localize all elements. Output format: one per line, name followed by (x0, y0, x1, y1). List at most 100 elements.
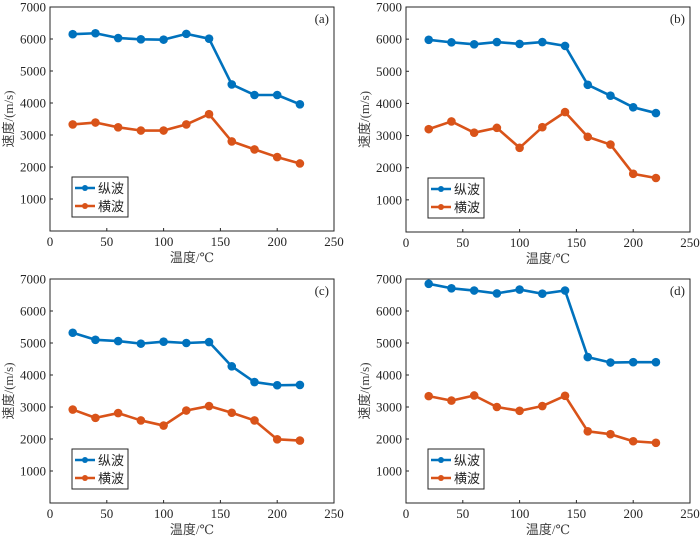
data-point (91, 118, 100, 127)
y-tick-label: 7000 (376, 0, 402, 15)
legend-swatch-marker (82, 185, 88, 191)
data-point (651, 438, 661, 448)
y-tick-label: 5000 (376, 336, 402, 351)
panel-label: (d) (670, 283, 685, 298)
y-tick-label: 7000 (20, 272, 46, 287)
plot-frame (405, 6, 691, 233)
x-tick-label: 250 (680, 235, 700, 250)
x-tick-label: 150 (211, 506, 231, 521)
data-point (606, 358, 615, 367)
data-point (424, 279, 434, 289)
y-tick-label: 3000 (20, 400, 46, 415)
legend-swatch-marker (82, 457, 88, 463)
data-point (113, 408, 123, 418)
data-point (182, 120, 191, 129)
data-point (469, 39, 479, 49)
data-point (204, 337, 214, 347)
data-point (560, 41, 570, 51)
data-point (651, 357, 661, 367)
x-tick-label: 200 (267, 506, 287, 521)
series-longitudinal (424, 279, 661, 367)
data-point (492, 123, 502, 133)
legend-swatch-marker (438, 457, 444, 463)
data-point (68, 29, 78, 39)
chart-panel-c: 0 50 100 150 200 250 1000 2000 3000 4000 5000 6000 7… (1, 272, 344, 537)
data-point (628, 357, 638, 367)
x-tick-label: 150 (211, 234, 231, 249)
x-tick-label: 50 (100, 506, 113, 521)
legend-entry: 横波 (454, 471, 480, 486)
data-point (113, 33, 123, 43)
legend-entry: 横波 (454, 200, 480, 215)
y-tick-label: 6000 (20, 32, 46, 47)
y-tick-label: 5000 (20, 64, 46, 79)
y-tick-label: 2000 (376, 432, 402, 447)
x-tick-label: 0 (47, 234, 54, 249)
data-point (560, 107, 570, 117)
y-tick-label: 4000 (376, 368, 402, 383)
legend-box (427, 448, 485, 490)
x-tick-label: 0 (403, 506, 410, 521)
legend-box (71, 176, 129, 218)
y-tick-label: 5000 (20, 336, 46, 351)
data-point (272, 380, 282, 390)
y-tick-label: 4000 (20, 368, 46, 383)
y-tick-label: 3000 (376, 128, 402, 143)
plot-frame (49, 6, 335, 232)
data-point (295, 436, 305, 445)
y-tick-label: 1000 (376, 464, 402, 479)
series-transverse (424, 391, 661, 448)
data-point (272, 90, 282, 100)
x-tick-label: 50 (100, 234, 113, 249)
data-point (68, 405, 78, 414)
data-point (182, 29, 191, 39)
data-point (250, 145, 259, 154)
data-point (515, 406, 524, 416)
x-axis-label: 温度/℃ (170, 522, 214, 537)
data-point (628, 102, 638, 112)
y-tick-label: 1000 (376, 192, 402, 207)
data-point (538, 401, 547, 411)
y-tick-label: 2000 (376, 160, 402, 175)
x-tick-label: 200 (267, 234, 287, 249)
series-transverse (68, 401, 305, 445)
y-tick-label: 2000 (20, 432, 46, 447)
data-point (469, 391, 479, 400)
data-point (447, 396, 456, 405)
legend-swatch-marker (438, 204, 444, 210)
data-point (91, 335, 100, 345)
x-tick-label: 100 (154, 234, 174, 249)
chart-panel-b: 0 50 100 150 200 250 1000 2000 3000 4000 5000 6000 7… (357, 0, 700, 266)
y-axis-label: 速度/(m/s) (1, 362, 16, 419)
legend-swatch-marker (438, 186, 444, 192)
data-point (227, 80, 237, 89)
data-point (204, 109, 214, 119)
data-point (424, 35, 434, 45)
data-point (68, 120, 78, 129)
data-point (227, 408, 237, 418)
legend-box (427, 177, 485, 219)
data-point (182, 406, 191, 415)
data-point (272, 435, 282, 444)
series-transverse (424, 107, 661, 183)
x-tick-label: 0 (47, 506, 54, 521)
x-axis-label: 温度/℃ (170, 250, 214, 265)
x-axis-label: 温度/℃ (526, 522, 570, 537)
x-tick-label: 100 (510, 506, 530, 521)
data-point (492, 402, 502, 412)
series-longitudinal (424, 35, 661, 118)
data-point (204, 34, 214, 43)
legend-entry: 横波 (98, 199, 124, 214)
x-tick-label: 100 (154, 506, 174, 521)
series-line (428, 110, 657, 180)
y-tick-label: 2000 (20, 160, 46, 175)
legend-entry: 横波 (98, 471, 124, 486)
x-tick-label: 200 (623, 506, 643, 521)
x-tick-label: 50 (456, 235, 469, 250)
series-transverse (68, 109, 305, 168)
data-point (469, 286, 479, 295)
x-tick-label: 250 (324, 506, 344, 521)
data-point (651, 108, 661, 118)
